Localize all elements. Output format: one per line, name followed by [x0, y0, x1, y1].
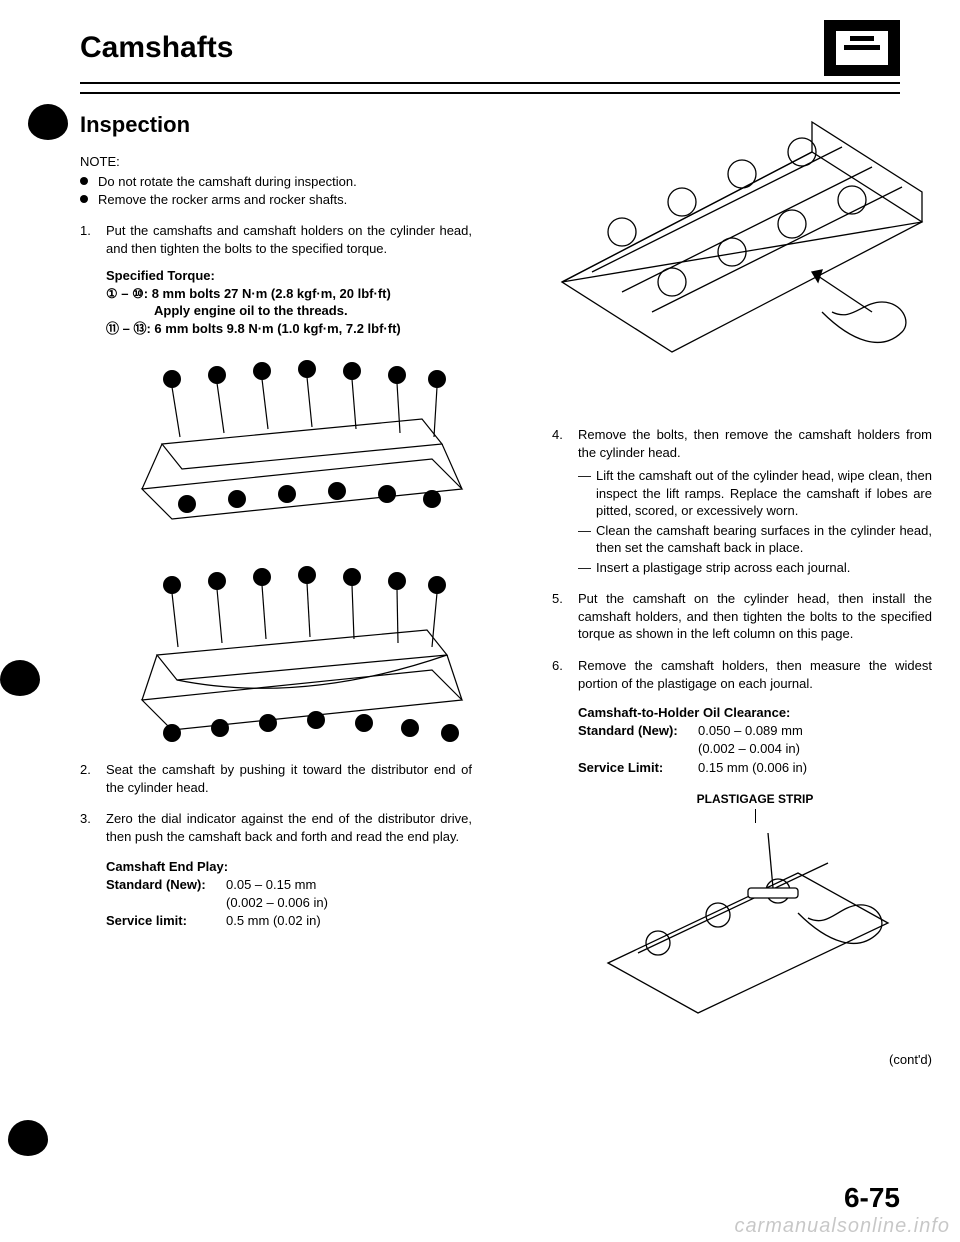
endplay-limit-label: Service limit: [106, 912, 226, 930]
manual-logo-icon [824, 20, 900, 76]
torque-sequence-diagram-intake [132, 349, 472, 539]
step-5: Put the camshaft on the cylinder head, t… [552, 590, 932, 643]
torque-spec: 6 mm bolts 9.8 N·m (1.0 kgf·m, 7.2 lbf·f… [154, 321, 400, 336]
torque-label: Specified Torque: [106, 267, 472, 285]
endplay-std-val: 0.05 – 0.15 mm [226, 876, 316, 894]
step-6: Remove the camshaft holders, then measur… [552, 657, 932, 1069]
page-number: 6-75 [844, 1182, 900, 1214]
sub-item: Lift the camshaft out of the cylinder he… [578, 467, 932, 520]
clearance-label: Camshaft-to-Holder Oil Clearance: [578, 704, 932, 722]
clearance-std-val: 0.050 – 0.089 mm [698, 722, 803, 740]
watermark: carmanualsonline.info [734, 1215, 950, 1238]
margin-marker-icon [0, 660, 40, 696]
clearance-std-label: Standard (New): [578, 722, 698, 740]
step-text: Zero the dial indicator against the end … [106, 811, 472, 844]
clearance-limit-val: 0.15 mm (0.006 in) [698, 759, 807, 777]
step-2: Seat the camshaft by pushing it toward t… [80, 761, 472, 796]
margin-marker-icon [8, 1120, 48, 1156]
margin-marker-icon [28, 104, 68, 140]
endplay-std-label: Standard (New): [106, 876, 226, 894]
torque-line: ⑪ – ⑬: 6 mm bolts 9.8 N·m (1.0 kgf·m, 7.… [106, 320, 472, 338]
note-item: Do not rotate the camshaft during inspec… [80, 173, 472, 191]
endplay-label: Camshaft End Play: [106, 858, 472, 876]
right-column: Remove the bolts, then remove the camsha… [552, 112, 932, 1083]
sub-item: Clean the camshaft bearing surfaces in t… [578, 522, 932, 557]
step-4: Remove the bolts, then remove the camsha… [552, 426, 932, 576]
step-text: Remove the bolts, then remove the camsha… [578, 427, 932, 460]
plastigage-diagram [598, 833, 898, 1043]
clearance-std-val2: (0.002 – 0.004 in) [698, 740, 800, 758]
clearance-limit-label: Service Limit: [578, 759, 698, 777]
sub-item: Insert a plastigage strip across each jo… [578, 559, 932, 577]
label-pointer [755, 809, 756, 823]
left-column: Inspection NOTE: Do not rotate the camsh… [80, 112, 472, 1083]
step-3: Zero the dial indicator against the end … [80, 810, 472, 930]
plastigage-label: PLASTIGAGE STRIP [578, 791, 932, 807]
steps-left: Put the camshafts and camshaft holders o… [80, 222, 472, 930]
note-item: Remove the rocker arms and rocker shafts… [80, 191, 472, 209]
note-list: Do not rotate the camshaft during inspec… [80, 173, 472, 208]
step-text: Remove the camshaft holders, then measur… [578, 658, 932, 691]
torque-range: ⑪ – ⑬: [106, 321, 151, 336]
torque-line: ① – ⑩: 8 mm bolts 27 N·m (2.8 kgf·m, 20 … [106, 285, 472, 303]
note-label: NOTE: [80, 154, 472, 169]
torque-note: Apply engine oil to the threads. [106, 302, 472, 320]
page-title: Camshafts [80, 31, 233, 65]
torque-sequence-diagram-exhaust [132, 555, 472, 745]
torque-spec: 8 mm bolts 27 N·m (2.8 kgf·m, 20 lbf·ft) [152, 286, 391, 301]
step-1: Put the camshafts and camshaft holders o… [80, 222, 472, 745]
torque-range: ① – ⑩: [106, 286, 148, 301]
page-header: Camshafts [80, 20, 900, 84]
step-text: Put the camshafts and camshaft holders o… [106, 223, 472, 256]
step-4-sublist: Lift the camshaft out of the cylinder he… [578, 467, 932, 576]
header-rule [80, 92, 900, 94]
endplay-std-val2: (0.002 – 0.006 in) [226, 894, 328, 912]
contd-label: (cont'd) [578, 1051, 932, 1069]
cylinder-head-diagram [552, 112, 932, 412]
endplay-limit-val: 0.5 mm (0.02 in) [226, 912, 321, 930]
content-columns: Inspection NOTE: Do not rotate the camsh… [80, 112, 900, 1083]
section-title: Inspection [80, 112, 472, 138]
steps-right: Remove the bolts, then remove the camsha… [552, 426, 932, 1069]
